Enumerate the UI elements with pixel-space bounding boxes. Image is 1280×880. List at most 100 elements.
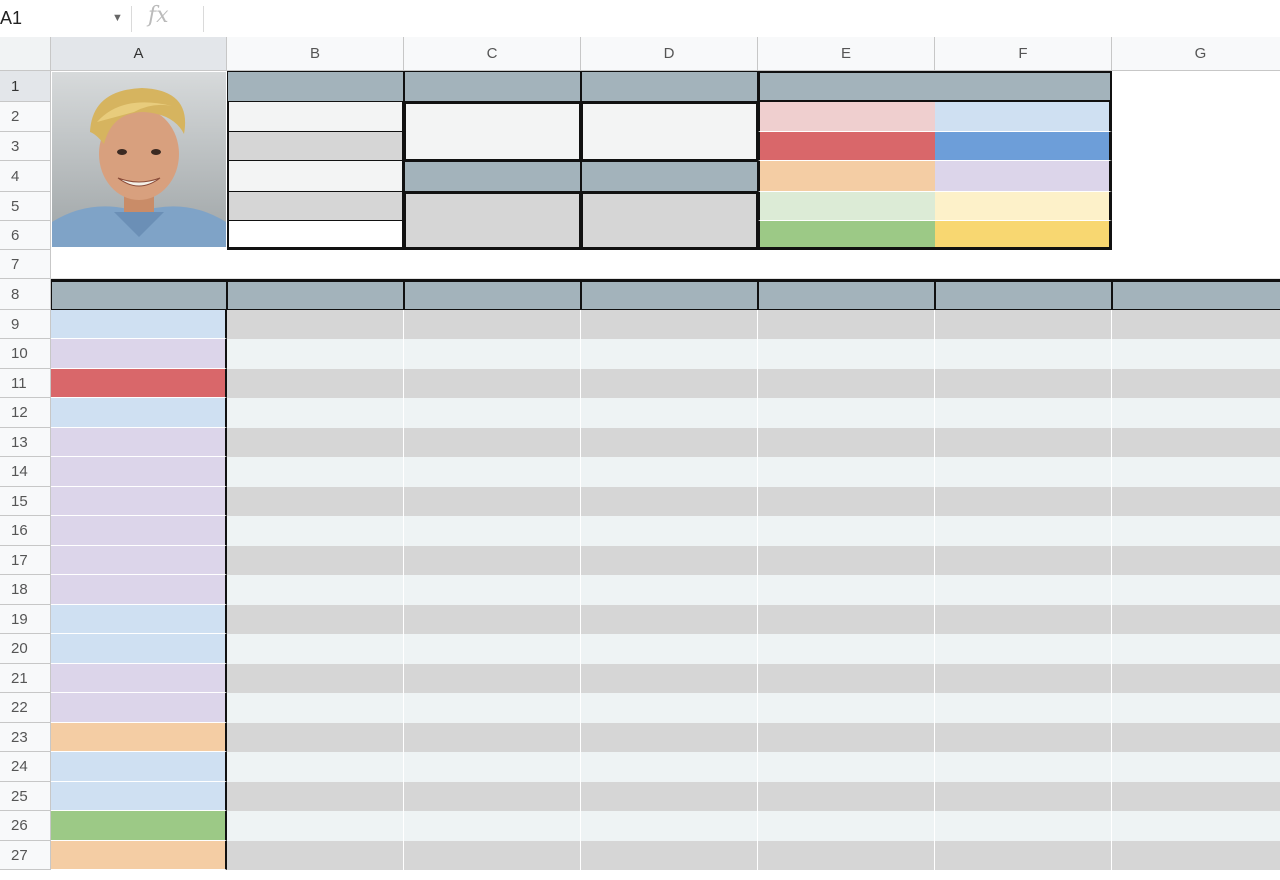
table-cell-price bbox=[404, 752, 581, 782]
table-cell-current bbox=[581, 693, 758, 723]
table-cell-current bbox=[581, 457, 758, 487]
table-cell-change bbox=[758, 723, 935, 752]
row-header-22[interactable]: 22 bbox=[0, 693, 51, 723]
row-header-27[interactable]: 27 bbox=[0, 841, 51, 870]
table-cell-ticker bbox=[51, 428, 227, 457]
table-cell-current bbox=[581, 752, 758, 782]
formula-bar: A1 ▼ fx bbox=[0, 0, 1280, 38]
row-header-11[interactable]: 11 bbox=[0, 369, 51, 398]
name-box[interactable]: A1 ▼ bbox=[0, 6, 130, 30]
profile-link-stocktwits[interactable] bbox=[227, 161, 404, 192]
table-cell-low bbox=[1112, 369, 1280, 398]
table-cell-date bbox=[227, 516, 404, 546]
table-cell-high bbox=[935, 546, 1112, 575]
row-header-14[interactable]: 14 bbox=[0, 457, 51, 487]
table-cell-change bbox=[758, 546, 935, 575]
table-cell-date bbox=[227, 752, 404, 782]
row-header-2[interactable]: 2 bbox=[0, 102, 51, 132]
table-cell-price bbox=[404, 693, 581, 723]
table-cell-low bbox=[1112, 310, 1280, 339]
row-header-15[interactable]: 15 bbox=[0, 487, 51, 516]
table-cell-low bbox=[1112, 811, 1280, 841]
table-cell-ticker bbox=[51, 487, 227, 516]
table-cell-price bbox=[404, 339, 581, 369]
table-cell-price bbox=[404, 664, 581, 693]
table-cell-change bbox=[758, 693, 935, 723]
table-cell-high bbox=[935, 398, 1112, 428]
table-cell-low bbox=[1112, 664, 1280, 693]
row-header-21[interactable]: 21 bbox=[0, 664, 51, 693]
row-header-10[interactable]: 10 bbox=[0, 339, 51, 369]
table-cell-ticker bbox=[51, 782, 227, 811]
table-cell-high bbox=[935, 516, 1112, 546]
column-header-e[interactable]: E bbox=[758, 37, 935, 71]
table-cell-price bbox=[404, 575, 581, 605]
profile-link-discord[interactable] bbox=[227, 132, 404, 161]
table-cell-price bbox=[404, 398, 581, 428]
table-cell-date bbox=[227, 369, 404, 398]
table-cell-high bbox=[935, 339, 1112, 369]
table-cell-current bbox=[581, 841, 758, 870]
row-header-9[interactable]: 9 bbox=[0, 310, 51, 339]
column-header-a[interactable]: A bbox=[51, 37, 227, 71]
table-cell-high bbox=[935, 575, 1112, 605]
table-cell-high bbox=[935, 310, 1112, 339]
table-cell-high bbox=[935, 811, 1112, 841]
row-header-12[interactable]: 12 bbox=[0, 398, 51, 428]
sector-legend-utilities bbox=[935, 221, 1112, 250]
table-cell-change bbox=[758, 310, 935, 339]
row-header-7[interactable]: 7 bbox=[0, 250, 51, 279]
column-header-b[interactable]: B bbox=[227, 37, 404, 71]
sector-legend-industrials bbox=[935, 132, 1112, 161]
column-header-c[interactable]: C bbox=[404, 37, 581, 71]
avg-swing-value bbox=[581, 192, 758, 250]
profile-link-twitter[interactable] bbox=[227, 102, 404, 132]
table-cell-change bbox=[758, 664, 935, 693]
table-cell-date bbox=[227, 428, 404, 457]
table-cell-current bbox=[581, 310, 758, 339]
profile-link-webull-referral[interactable] bbox=[227, 192, 404, 221]
table-cell-current bbox=[581, 428, 758, 457]
row-header-26[interactable]: 26 bbox=[0, 811, 51, 841]
table-cell-change bbox=[758, 752, 935, 782]
select-all-corner[interactable] bbox=[0, 37, 51, 71]
sector-legend-energy bbox=[758, 221, 935, 250]
table-cell-price bbox=[404, 546, 581, 575]
table-cell-date bbox=[227, 487, 404, 516]
row-header-23[interactable]: 23 bbox=[0, 723, 51, 752]
row-header-13[interactable]: 13 bbox=[0, 428, 51, 457]
row-header-25[interactable]: 25 bbox=[0, 782, 51, 811]
table-cell-change bbox=[758, 428, 935, 457]
column-header-f[interactable]: F bbox=[935, 37, 1112, 71]
row-header-4[interactable]: 4 bbox=[0, 161, 51, 192]
column-header-g[interactable]: G bbox=[1112, 37, 1280, 71]
table-cell-ticker bbox=[51, 369, 227, 398]
table-cell-date bbox=[227, 811, 404, 841]
table-header-date-alerted bbox=[227, 279, 404, 310]
table-cell-low bbox=[1112, 752, 1280, 782]
column-header-d[interactable]: D bbox=[581, 37, 758, 71]
table-cell-low bbox=[1112, 575, 1280, 605]
row-header-8[interactable]: 8 bbox=[0, 279, 51, 310]
sector-legend-spac bbox=[935, 161, 1112, 192]
row-header-24[interactable]: 24 bbox=[0, 752, 51, 782]
row-header-18[interactable]: 18 bbox=[0, 575, 51, 605]
table-header-price-alerted bbox=[404, 279, 581, 310]
row-header-3[interactable]: 3 bbox=[0, 132, 51, 161]
table-cell-low bbox=[1112, 428, 1280, 457]
table-cell-date bbox=[227, 575, 404, 605]
row-header-19[interactable]: 19 bbox=[0, 605, 51, 634]
row-header-5[interactable]: 5 bbox=[0, 192, 51, 221]
row-header-16[interactable]: 16 bbox=[0, 516, 51, 546]
row-header-6[interactable]: 6 bbox=[0, 221, 51, 250]
row-header-17[interactable]: 17 bbox=[0, 546, 51, 575]
table-cell-current bbox=[581, 634, 758, 664]
row-header-20[interactable]: 20 bbox=[0, 634, 51, 664]
row-header-1[interactable]: 1 bbox=[0, 71, 51, 102]
avg-gain-value bbox=[404, 192, 581, 250]
table-cell-high bbox=[935, 693, 1112, 723]
table-cell-ticker bbox=[51, 546, 227, 575]
name-header bbox=[227, 71, 404, 102]
table-cell-change bbox=[758, 841, 935, 870]
name-box-dropdown-icon[interactable]: ▼ bbox=[112, 12, 123, 24]
